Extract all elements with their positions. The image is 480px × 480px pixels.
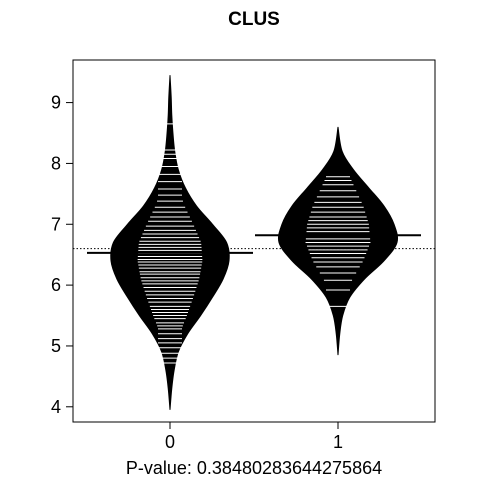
x-tick-label: 1 <box>333 432 343 452</box>
x-axis-label: P-value: 0.38480283644275864 <box>126 458 382 478</box>
y-tick-label: 8 <box>51 153 61 173</box>
bean-shape-1 <box>277 126 399 356</box>
beans-layer <box>110 75 399 410</box>
y-tick-label: 4 <box>51 397 61 417</box>
bean-0 <box>110 75 230 410</box>
y-tick-label: 6 <box>51 275 61 295</box>
y-axis: 4 5 6 7 8 9 <box>51 93 73 417</box>
plot-frame <box>72 59 436 423</box>
y-tick-label: 9 <box>51 93 61 113</box>
y-tick-label: 7 <box>51 214 61 234</box>
y-tick-label: 5 <box>51 336 61 356</box>
mean-lines-layer <box>73 234 435 254</box>
x-tick-label: 0 <box>165 432 175 452</box>
chart-title: CLUS <box>228 9 280 30</box>
bean-1 <box>277 126 399 356</box>
bean-shape-0 <box>110 75 230 410</box>
